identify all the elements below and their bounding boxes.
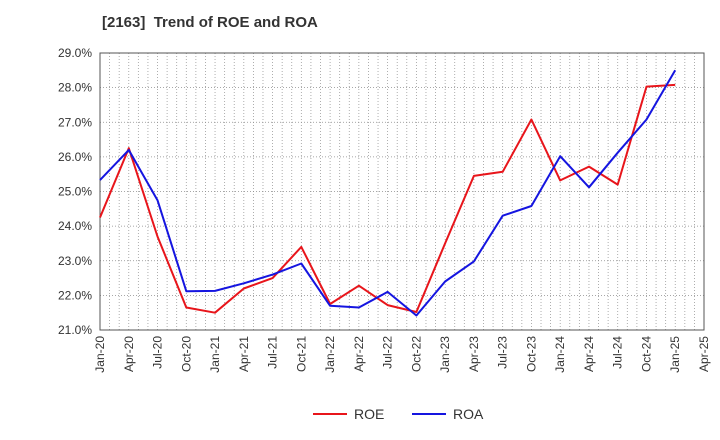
y-tick-label: 22.0% [58, 288, 92, 302]
axes: 21.0% 22.0% 23.0% 24.0% 25.0% 26.0% 27.0% 28.0%… [58, 46, 711, 373]
x-tick-label: Oct-21 [294, 336, 308, 372]
x-tick-label: Apr-22 [352, 336, 366, 372]
x-tick-label: Oct-24 [639, 336, 653, 372]
x-tick-label: Oct-23 [524, 336, 538, 372]
legend-label-roe: ROE [354, 406, 384, 422]
x-tick-label: Jul-24 [611, 336, 625, 369]
x-tick-label: Apr-25 [697, 336, 711, 372]
plot-border [99, 52, 705, 331]
chart-title: [2163] Trend of ROE and ROA [102, 14, 318, 31]
x-tick-label: Jan-25 [668, 336, 682, 373]
x-tick-label: Jan-21 [208, 336, 222, 373]
legend: ROE ROA [313, 406, 484, 422]
y-tick-label: 27.0% [58, 115, 92, 129]
y-tick-label: 23.0% [58, 254, 92, 268]
x-tick-label: Jan-24 [553, 336, 567, 373]
x-tick-label: Jan-22 [323, 336, 337, 373]
x-tick-label: Apr-24 [582, 336, 596, 372]
y-tick-label: 24.0% [58, 219, 92, 233]
x-tick-label: Apr-23 [467, 336, 481, 372]
series-line-roe [99, 83, 676, 314]
x-tick-label: Oct-22 [409, 336, 423, 372]
y-tick-label: 28.0% [58, 81, 92, 95]
x-tick-label: Jan-20 [93, 336, 107, 373]
x-tick-label: Jul-20 [151, 336, 165, 369]
plot-area [100, 53, 704, 330]
x-tick-label: Oct-20 [179, 336, 193, 372]
series-lines [99, 69, 677, 317]
legend-label-roa: ROA [453, 406, 484, 422]
y-tick-label: 25.0% [58, 185, 92, 199]
x-tick-label: Jul-23 [496, 336, 510, 369]
y-tick-label: 29.0% [58, 46, 92, 60]
x-tick-label: Apr-21 [237, 336, 251, 372]
grid [99, 52, 705, 331]
x-tick-label: Apr-20 [122, 336, 136, 372]
series-line-roa [99, 69, 677, 317]
x-tick-label: Jan-23 [438, 336, 452, 373]
x-tick-label: Jul-21 [266, 336, 280, 369]
x-tick-label: Jul-22 [381, 336, 395, 369]
y-tick-label: 26.0% [58, 150, 92, 164]
y-tick-label: 21.0% [58, 323, 92, 337]
